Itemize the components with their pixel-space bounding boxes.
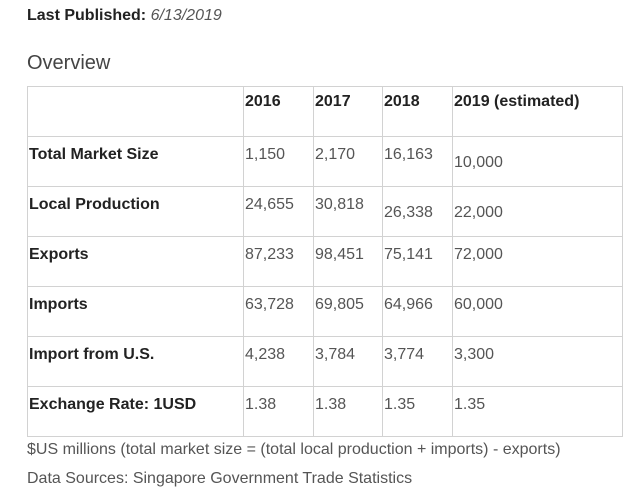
last-published-label: Last Published: [27, 7, 147, 24]
header-cell-blank [27, 86, 244, 137]
table-cell: 64,966 [382, 286, 453, 337]
table-header-row: 2016 2017 2018 2019 (estimated) [27, 86, 623, 137]
table-cell: 1.38 [313, 386, 383, 437]
last-published-date: 6/13/2019 [150, 7, 222, 24]
row-label: Total Market Size [27, 136, 244, 187]
table-row: Exports 87,233 98,451 75,141 72,000 [27, 236, 623, 287]
table-cell: 75,141 [382, 236, 453, 287]
table-cell: 16,163 [382, 136, 453, 187]
table-cell: 2,170 [313, 136, 383, 187]
table-cell: 63,728 [243, 286, 314, 337]
table-cell: 22,000 [452, 186, 623, 237]
header-cell-2016: 2016 [243, 86, 314, 137]
table-cell: 3,300 [452, 336, 623, 387]
table-cell: 1.38 [243, 386, 314, 437]
header-cell-2017: 2017 [313, 86, 383, 137]
table-cell: 60,000 [452, 286, 623, 337]
footnote: $US millions (total market size = (total… [27, 441, 561, 458]
row-label: Exports [27, 236, 244, 287]
header-cell-2018: 2018 [382, 86, 453, 137]
row-label: Import from U.S. [27, 336, 244, 387]
table-cell: 1.35 [382, 386, 453, 437]
table-cell: 69,805 [313, 286, 383, 337]
table-cell: 24,655 [243, 186, 314, 237]
last-published: Last Published: 6/13/2019 [27, 7, 222, 25]
table-cell: 26,338 [382, 186, 453, 237]
table-cell: 10,000 [452, 136, 623, 187]
table-cell: 1,150 [243, 136, 314, 187]
table-row: Exchange Rate: 1USD 1.38 1.38 1.35 1.35 [27, 386, 623, 437]
section-title: Overview [27, 52, 111, 74]
data-source: Data Sources: Singapore Government Trade… [27, 470, 413, 487]
row-label: Exchange Rate: 1USD [27, 386, 244, 437]
row-label: Imports [27, 286, 244, 337]
table-cell: 72,000 [452, 236, 623, 287]
table-cell: 3,774 [382, 336, 453, 387]
table-cell: 4,238 [243, 336, 314, 387]
table-cell: 87,233 [243, 236, 314, 287]
table-row: Local Production 24,655 30,818 26,338 22… [27, 186, 623, 237]
table-cell: 30,818 [313, 186, 383, 237]
table-row: Total Market Size 1,150 2,170 16,163 10,… [27, 136, 623, 187]
table-cell: 98,451 [313, 236, 383, 287]
table-cell: 1.35 [452, 386, 623, 437]
table-row: Import from U.S. 4,238 3,784 3,774 3,300 [27, 336, 623, 387]
overview-table: 2016 2017 2018 2019 (estimated) Total Ma… [27, 86, 623, 437]
row-label: Local Production [27, 186, 244, 237]
header-cell-2019: 2019 (estimated) [452, 86, 623, 137]
table-row: Imports 63,728 69,805 64,966 60,000 [27, 286, 623, 337]
table-cell: 3,784 [313, 336, 383, 387]
